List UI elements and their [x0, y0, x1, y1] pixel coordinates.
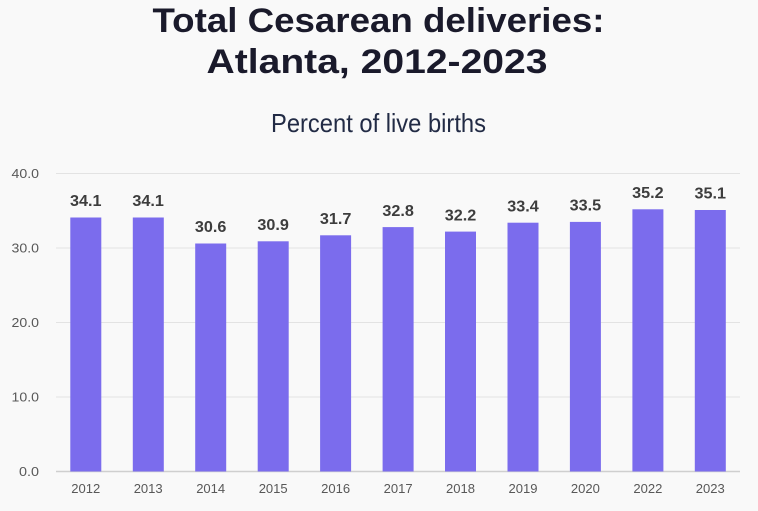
- svg-text:2019: 2019: [509, 481, 538, 496]
- svg-text:33.4: 33.4: [507, 198, 539, 215]
- svg-text:Atlanta, 2012-2023: Atlanta, 2012-2023: [207, 43, 548, 81]
- svg-text:2017: 2017: [384, 481, 413, 496]
- svg-text:32.8: 32.8: [382, 203, 414, 220]
- svg-text:34.1: 34.1: [132, 193, 164, 210]
- svg-text:2012: 2012: [71, 481, 100, 496]
- svg-text:2018: 2018: [446, 481, 475, 496]
- svg-text:30.9: 30.9: [257, 217, 289, 234]
- svg-text:40.0: 40.0: [12, 166, 40, 181]
- svg-text:35.2: 35.2: [632, 185, 664, 202]
- svg-text:2020: 2020: [571, 481, 600, 496]
- svg-text:2022: 2022: [633, 481, 662, 496]
- svg-text:30.6: 30.6: [195, 219, 227, 236]
- svg-text:33.5: 33.5: [570, 198, 602, 215]
- svg-text:10.0: 10.0: [12, 390, 40, 405]
- svg-text:31.7: 31.7: [320, 211, 352, 228]
- svg-text:2013: 2013: [134, 481, 163, 496]
- svg-text:0.0: 0.0: [19, 464, 39, 479]
- svg-text:Percent of live births: Percent of live births: [271, 108, 486, 138]
- svg-text:2014: 2014: [196, 481, 225, 496]
- svg-text:34.1: 34.1: [70, 193, 102, 210]
- svg-text:Total Cesarean deliveries:: Total Cesarean deliveries:: [153, 2, 605, 40]
- svg-text:35.1: 35.1: [695, 186, 727, 203]
- svg-text:2015: 2015: [259, 481, 288, 496]
- svg-text:32.2: 32.2: [445, 207, 477, 224]
- svg-text:30.0: 30.0: [12, 241, 40, 256]
- svg-text:2016: 2016: [321, 481, 350, 496]
- svg-text:20.0: 20.0: [12, 315, 40, 330]
- svg-text:2023: 2023: [696, 481, 725, 496]
